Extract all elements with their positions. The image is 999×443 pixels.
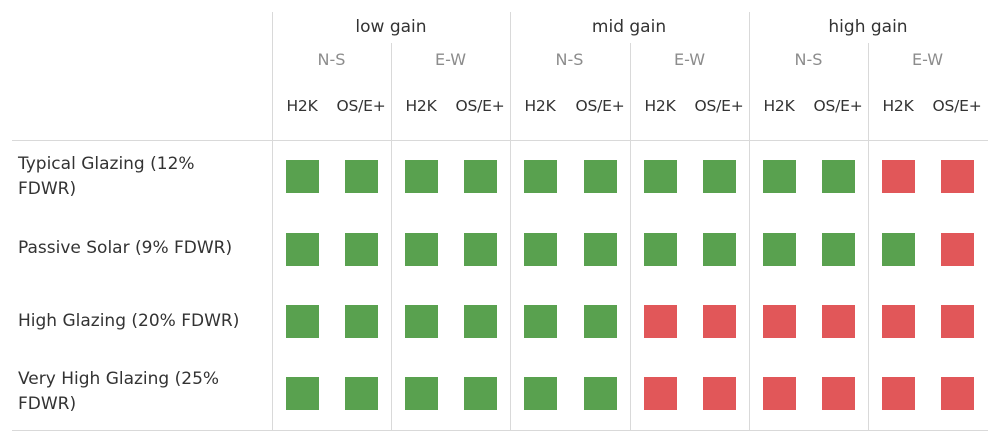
- status-cell-pass: [404, 304, 438, 338]
- status-cell-pass: [285, 232, 319, 266]
- status-cell-pass: [344, 159, 378, 193]
- model-header: H2K: [405, 97, 437, 115]
- gain-header-high: high gain: [828, 17, 908, 37]
- table-bottom-rule: [12, 430, 988, 431]
- model-header: H2K: [286, 97, 318, 115]
- orientation-header: E-W: [911, 50, 944, 69]
- model-header: OS/E+: [932, 97, 982, 115]
- row-label-high-glazing: High Glazing (20% FDWR): [18, 311, 240, 331]
- status-cell-pass: [583, 304, 617, 338]
- status-cell-fail: [762, 376, 796, 410]
- status-cell-fail: [702, 376, 736, 410]
- gain-header-mid: mid gain: [591, 17, 667, 37]
- row-label-very-high-glazing: Very High Glazing (25% FDWR): [18, 369, 220, 414]
- status-cell-pass: [702, 232, 736, 266]
- status-cell-fail: [940, 232, 974, 266]
- model-header: OS/E+: [455, 97, 505, 115]
- status-cell-pass: [881, 232, 915, 266]
- status-cell-fail: [821, 304, 855, 338]
- divider-high-orient: [868, 43, 869, 430]
- status-cell-pass: [523, 376, 557, 410]
- status-cell-pass: [821, 159, 855, 193]
- divider-left-header: [272, 12, 273, 430]
- status-cell-fail: [881, 159, 915, 193]
- status-cell-fail: [821, 376, 855, 410]
- model-header: OS/E+: [336, 97, 386, 115]
- status-cell-pass: [523, 304, 557, 338]
- status-cell-pass: [523, 159, 557, 193]
- gain-header-low: low gain: [355, 17, 427, 37]
- status-cell-pass: [463, 232, 497, 266]
- status-cell-pass: [762, 159, 796, 193]
- status-cell-pass: [344, 304, 378, 338]
- status-cell-pass: [583, 159, 617, 193]
- status-cell-fail: [643, 376, 677, 410]
- status-cell-pass: [643, 232, 677, 266]
- status-cell-pass: [404, 159, 438, 193]
- status-cell-pass: [821, 232, 855, 266]
- model-header: H2K: [524, 97, 556, 115]
- orientation-header: N-S: [794, 50, 823, 69]
- divider-low-mid: [510, 12, 511, 430]
- model-header: OS/E+: [575, 97, 625, 115]
- model-header: OS/E+: [694, 97, 744, 115]
- status-cell-pass: [583, 376, 617, 410]
- orientation-header: E-W: [434, 50, 467, 69]
- orientation-header: N-S: [317, 50, 346, 69]
- orientation-header: E-W: [673, 50, 706, 69]
- status-cell-fail: [881, 304, 915, 338]
- status-cell-fail: [702, 304, 736, 338]
- status-cell-fail: [881, 376, 915, 410]
- status-cell-pass: [285, 304, 319, 338]
- status-cell-pass: [523, 232, 557, 266]
- orientation-header: N-S: [555, 50, 584, 69]
- divider-mid-high: [749, 12, 750, 430]
- status-cell-pass: [463, 304, 497, 338]
- status-cell-fail: [940, 159, 974, 193]
- status-cell-fail: [762, 304, 796, 338]
- status-cell-pass: [344, 376, 378, 410]
- status-cell-pass: [583, 232, 617, 266]
- status-cell-pass: [404, 232, 438, 266]
- status-cell-pass: [643, 159, 677, 193]
- header-bottom-rule: [12, 140, 988, 141]
- row-label-passive-solar: Passive Solar (9% FDWR): [18, 238, 233, 258]
- status-cell-pass: [285, 376, 319, 410]
- divider-low-orient: [391, 43, 392, 430]
- status-cell-pass: [404, 376, 438, 410]
- divider-mid-orient: [630, 43, 631, 430]
- status-cell-fail: [940, 304, 974, 338]
- status-cell-pass: [463, 159, 497, 193]
- model-header: OS/E+: [813, 97, 863, 115]
- model-header: H2K: [644, 97, 676, 115]
- row-label-typical-glazing: Typical Glazing (12% FDWR): [18, 154, 195, 199]
- model-header: H2K: [882, 97, 914, 115]
- status-cell-fail: [643, 304, 677, 338]
- status-cell-pass: [702, 159, 736, 193]
- status-cell-fail: [940, 376, 974, 410]
- model-header: H2K: [763, 97, 795, 115]
- status-cell-pass: [344, 232, 378, 266]
- status-cell-pass: [762, 232, 796, 266]
- status-cell-pass: [285, 159, 319, 193]
- status-cell-pass: [463, 376, 497, 410]
